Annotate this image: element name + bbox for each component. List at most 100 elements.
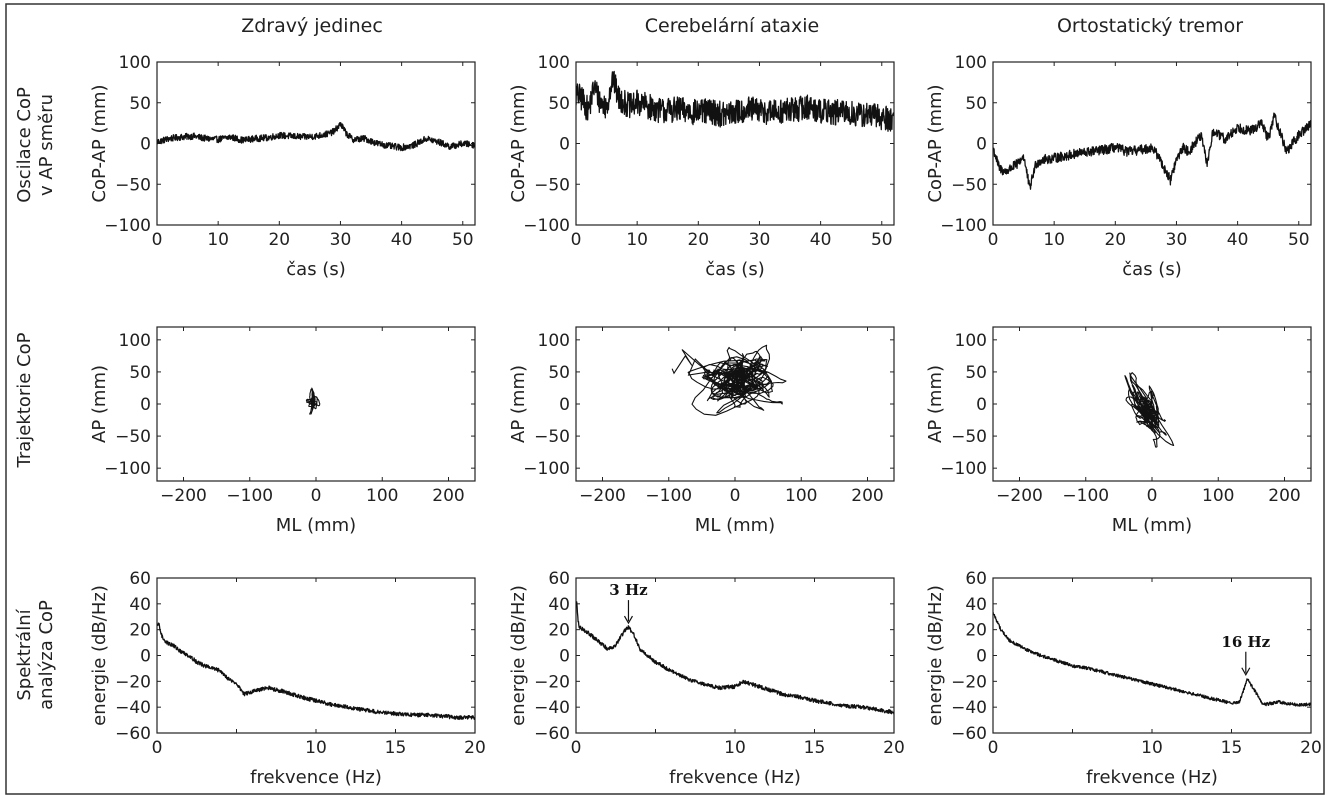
y-axis-label: CoP-AP (mm) (925, 84, 946, 202)
y-tick-label: 100 (119, 53, 151, 73)
row-label-trajectory: Trajektorie CoP (14, 332, 35, 468)
x-tick-label: 200 (432, 486, 464, 506)
ts-healthy-panel: 0 10 20 30 40 50 −100 −50 0 50 100 čas (s) CoP-AP (m… (89, 53, 476, 280)
x-tick-label: 40 (1227, 230, 1249, 250)
psd-tremor-panel: 0 10 15 20 −60 −40 −20 0 20 40 60 frekvence (Hz) ene… (925, 569, 1322, 788)
x-tick-label: 0 (152, 738, 163, 758)
y-tick-label: −60 (115, 724, 151, 744)
x-tick-label: −200 (579, 486, 626, 506)
ts-ataxia-panel: 0 10 20 30 40 50 −100 −50 0 50 100 čas (s) CoP-AP (m… (508, 53, 895, 280)
psd-ataxia-panel: 0 10 15 20 −60 −40 −20 0 20 40 60 frekvence (Hz) ene… (508, 569, 905, 788)
y-axis-label: AP (mm) (89, 365, 110, 443)
y-axis-label: AP (mm) (508, 365, 529, 443)
y-tick-label: −100 (104, 216, 151, 236)
plot-area (993, 112, 1311, 190)
plot-frame (575, 577, 895, 734)
peak-arrow-head (1241, 667, 1251, 676)
peak-annotation-label: 3 Hz (609, 581, 648, 599)
x-tick-label: −100 (1062, 486, 1109, 506)
x-tick-label: 20 (1300, 738, 1322, 758)
plot-frame (156, 61, 476, 226)
y-axis-label: energie (dB/Hz) (508, 585, 529, 726)
y-tick-label: −50 (115, 427, 151, 447)
data-series-line (157, 622, 475, 721)
y-tick-label: 0 (140, 647, 151, 667)
y-tick-label: 0 (976, 135, 987, 155)
x-tick-label: 10 (207, 230, 229, 250)
x-tick-label: −200 (160, 486, 207, 506)
y-tick-label: −50 (951, 427, 987, 447)
x-axis-label: frekvence (Hz) (1086, 767, 1218, 788)
column-title-tremor: Ortostatický tremor (1057, 15, 1243, 37)
traj-ataxia-panel: −200 −100 0 100 200 −100 −50 0 50 100 ML (mm) AP (m… (508, 326, 895, 536)
plot-area (305, 387, 321, 415)
x-axis-label: čas (s) (705, 259, 764, 280)
y-axis-label: energie (dB/Hz) (89, 585, 110, 726)
x-tick-label: 0 (1147, 486, 1158, 506)
data-series-line (157, 122, 475, 152)
x-axis-label: ML (mm) (1112, 515, 1192, 536)
column-title-ataxia: Cerebelární ataxie (645, 15, 820, 37)
y-tick-label: 60 (548, 569, 570, 589)
y-tick-label: −100 (523, 216, 570, 236)
x-tick-label: 15 (385, 738, 407, 758)
y-tick-label: 0 (140, 395, 151, 415)
data-series-line (993, 112, 1311, 190)
y-tick-label: 60 (129, 569, 151, 589)
x-tick-label: 0 (311, 486, 322, 506)
psd-healthy-panel: 0 10 15 20 −60 −40 −20 0 20 40 60 frekvence (Hz) ene… (89, 569, 486, 788)
y-tick-label: 100 (955, 53, 987, 73)
row-label-spectral-line2: analýza CoP (36, 600, 57, 710)
x-tick-label: 10 (305, 738, 327, 758)
y-tick-label: 0 (140, 135, 151, 155)
x-tick-label: −100 (645, 486, 692, 506)
y-tick-label: −60 (951, 724, 987, 744)
peak-annotation-label: 16 Hz (1221, 633, 1270, 651)
y-tick-label: −20 (951, 672, 987, 692)
ts-tremor-panel: 0 10 20 30 40 50 −100 −50 0 50 100 čas (s) CoP-AP (m… (925, 53, 1312, 280)
y-tick-label: 50 (548, 94, 570, 114)
y-tick-label: 40 (965, 595, 987, 615)
figure-border (5, 3, 1325, 795)
plot-area (157, 622, 475, 721)
x-tick-label: 10 (1141, 738, 1163, 758)
x-tick-label: 10 (626, 230, 648, 250)
y-tick-label: 20 (129, 621, 151, 641)
y-tick-label: −20 (115, 672, 151, 692)
x-tick-label: 30 (330, 230, 352, 250)
x-tick-label: 0 (571, 738, 582, 758)
y-tick-label: −60 (534, 724, 570, 744)
y-tick-label: −50 (951, 175, 987, 195)
data-series-line (993, 612, 1311, 707)
x-tick-label: 100 (366, 486, 398, 506)
plot-area (576, 70, 894, 132)
x-tick-label: 20 (687, 230, 709, 250)
plot-area (576, 601, 894, 715)
y-tick-label: −50 (115, 175, 151, 195)
x-tick-label: 200 (851, 486, 883, 506)
x-axis-label: čas (s) (286, 259, 345, 280)
row-label-oscillation-line1: Oscilace CoP (14, 87, 35, 203)
x-axis-label: čas (s) (1122, 259, 1181, 280)
y-tick-label: 0 (559, 135, 570, 155)
x-tick-label: 40 (391, 230, 413, 250)
x-tick-label: 0 (988, 738, 999, 758)
y-tick-label: 20 (965, 621, 987, 641)
plot-frame (992, 577, 1312, 734)
y-tick-label: −100 (523, 459, 570, 479)
plot-frame (156, 577, 476, 734)
y-tick-label: 100 (538, 331, 570, 351)
y-tick-label: 50 (965, 363, 987, 383)
x-tick-label: −200 (996, 486, 1043, 506)
x-tick-label: 15 (804, 738, 826, 758)
plot-frame (992, 61, 1312, 226)
y-tick-label: 50 (129, 363, 151, 383)
y-tick-label: 20 (548, 621, 570, 641)
x-tick-label: 20 (268, 230, 290, 250)
x-tick-label: 20 (883, 738, 905, 758)
trajectory-path (687, 344, 787, 416)
y-tick-label: 40 (548, 595, 570, 615)
plot-area (1124, 372, 1175, 448)
peak-arrow-head (623, 615, 633, 625)
